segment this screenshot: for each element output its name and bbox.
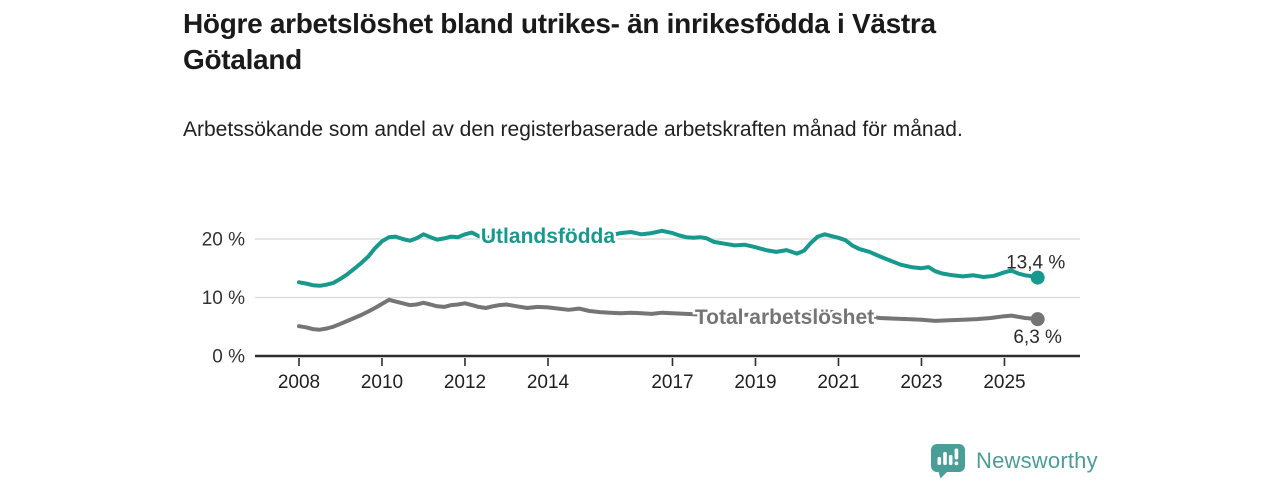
- x-tick-label: 2012: [444, 372, 486, 393]
- x-tick-label: 2019: [734, 372, 776, 393]
- series-end-value-0: 13,4 %: [1006, 253, 1065, 274]
- series-label-0: Utlandsfödda: [481, 225, 615, 248]
- series-end-dot-1: [1030, 312, 1045, 327]
- y-tick-label: 20 %: [202, 229, 245, 250]
- series-label-1: Total arbetslöshet: [695, 306, 874, 329]
- series-line-1: [297, 297, 1040, 332]
- chart-title: Högre arbetslöshet bland utrikes- än inr…: [183, 8, 936, 76]
- x-tick-label: 2025: [983, 372, 1025, 393]
- x-tick-label: 2014: [527, 372, 570, 393]
- x-tick-label: 2023: [900, 372, 942, 393]
- x-tick-label: 2008: [278, 372, 320, 393]
- newsworthy-logo-icon: [931, 444, 965, 479]
- newsworthy-logo-text: Newsworthy: [976, 448, 1098, 473]
- x-tick-label: 2010: [361, 372, 403, 393]
- newsworthy-logo[interactable]: Newsworthy: [930, 443, 1098, 479]
- series-line-0: [297, 228, 1040, 288]
- series-end-dot-0: [1030, 270, 1045, 285]
- y-tick-label: 10 %: [202, 288, 245, 309]
- x-tick-label: 2017: [651, 372, 693, 393]
- chart-subtitle: Arbetssökande som andel av den registerb…: [183, 118, 963, 141]
- series-end-value-1: 6,3 %: [1013, 327, 1062, 348]
- y-tick-label: 0 %: [212, 347, 245, 368]
- x-tick-label: 2021: [817, 372, 859, 393]
